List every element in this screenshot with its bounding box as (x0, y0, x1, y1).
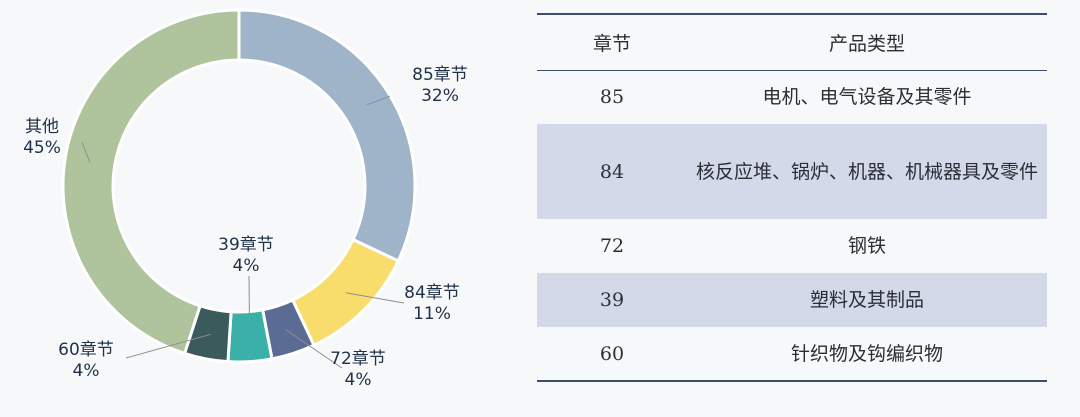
row-chapter: 39 (599, 289, 625, 311)
slice-percent-label: 4% (73, 361, 100, 381)
slice-label: 84章节 (404, 283, 460, 303)
table-row: 60 针织物及钩编织物 (537, 327, 1047, 381)
leader-line (81, 141, 91, 163)
table-row: 85 电机、电气设备及其零件 (537, 70, 1047, 124)
slice-label: 85章节 (412, 65, 468, 85)
table-row: 39 塑料及其制品 (537, 273, 1047, 327)
leader-line (366, 95, 391, 106)
chapter-table: 章节 产品类型 85 电机、电气设备及其零件 84 核反应堆、锅炉、机器、机械器… (537, 13, 1047, 382)
donut-slice (226, 308, 274, 364)
row-chapter: 60 (599, 342, 625, 365)
row-type: 钢铁 (847, 235, 886, 257)
row-type: 塑料及其制品 (809, 289, 924, 311)
leader-line (345, 292, 405, 304)
row-type: 针织物及钩编织物 (790, 342, 943, 365)
row-chapter: 72 (599, 235, 625, 257)
donut-slice (290, 237, 401, 348)
table-header-row: 章节 产品类型 (537, 14, 1047, 70)
slice-label: 72章节 (330, 349, 386, 369)
row-type: 核反应堆、锅炉、机器、机械器具及零件 (695, 160, 1038, 183)
slice-label: 60章节 (58, 340, 114, 360)
leader-line (248, 275, 251, 334)
row-chapter: 85 (599, 86, 625, 109)
header-chapter: 章节 (592, 32, 631, 55)
row-chapter: 84 (599, 160, 625, 183)
leader-line (125, 333, 211, 359)
donut-slice (237, 8, 417, 263)
table-row: 72 钢铁 (537, 219, 1047, 273)
slice-percent-label: 4% (233, 256, 260, 276)
slice-percent-label: 11% (413, 304, 451, 324)
row-type: 电机、电气设备及其零件 (762, 86, 972, 109)
slice-percent-label: 4% (345, 370, 372, 390)
slice-percent-label: 32% (421, 86, 459, 106)
donut-slice (61, 8, 241, 356)
header-product-type: 产品类型 (828, 32, 905, 55)
slice-percent-label: 45% (23, 138, 61, 158)
slice-label: 39章节 (218, 235, 274, 255)
slice-label: 其他 (25, 117, 59, 137)
table-row: 84 核反应堆、锅炉、机器、机械器具及零件 (537, 124, 1047, 219)
leader-line (285, 329, 343, 369)
